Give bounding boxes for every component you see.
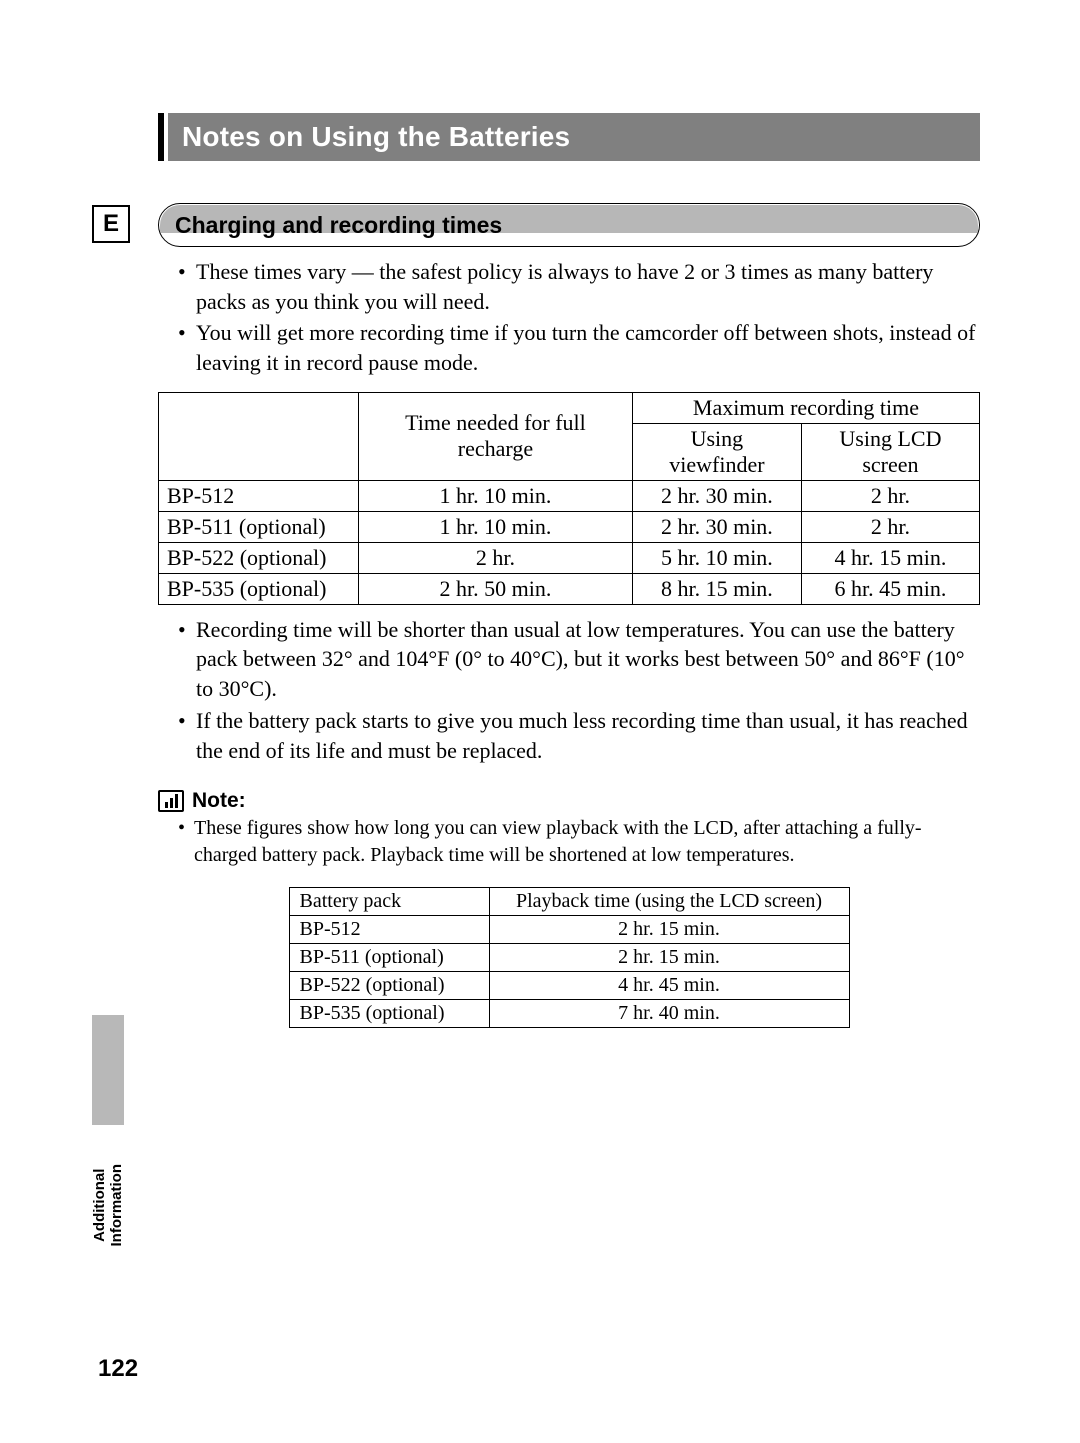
- section-heading-pill: Charging and recording times: [158, 203, 980, 247]
- cell-lcd: 6 hr. 45 min.: [801, 573, 979, 604]
- table-row: Battery pack Playback time (using the LC…: [289, 888, 849, 916]
- cell-recharge: 2 hr.: [359, 542, 633, 573]
- cell-model: BP-535 (optional): [159, 573, 359, 604]
- cell-model: BP-522 (optional): [159, 542, 359, 573]
- cell-time: 2 hr. 15 min.: [489, 944, 849, 972]
- table-header-viewfinder: Using viewfinder: [632, 423, 801, 480]
- section-side-label: AdditionalInformation: [91, 1164, 126, 1247]
- cell-model: BP-511 (optional): [159, 511, 359, 542]
- section-side-label-wrap: AdditionalInformation: [92, 1135, 124, 1275]
- section-side-tab: [92, 1015, 124, 1125]
- cell-model: BP-522 (optional): [289, 972, 489, 1000]
- cell-recharge: 2 hr. 50 min.: [359, 573, 633, 604]
- note-heading: Note:: [158, 789, 980, 813]
- cell-time: 2 hr. 15 min.: [489, 916, 849, 944]
- title-lead-stripe: [158, 113, 164, 161]
- table-header-playback: Playback time (using the LCD screen): [489, 888, 849, 916]
- cell-model: BP-512: [289, 916, 489, 944]
- page-number: 122: [98, 1355, 138, 1383]
- table-row: BP-512 2 hr. 15 min.: [289, 916, 849, 944]
- table-row: BP-522 (optional) 4 hr. 45 min.: [289, 972, 849, 1000]
- post-table-bullets: Recording time will be shorter than usua…: [158, 615, 980, 765]
- cell-viewfinder: 8 hr. 15 min.: [632, 573, 801, 604]
- table-row: BP-512 1 hr. 10 min. 2 hr. 30 min. 2 hr.: [159, 480, 980, 511]
- table-row: BP-522 (optional) 2 hr. 5 hr. 10 min. 4 …: [159, 542, 980, 573]
- table-row: BP-535 (optional) 7 hr. 40 min.: [289, 1000, 849, 1028]
- content-column: Charging and recording times These times…: [158, 203, 980, 1028]
- table-header-recharge: Time needed for full recharge: [359, 392, 633, 480]
- page-title: Notes on Using the Batteries: [168, 113, 980, 161]
- table-header-blank: [159, 423, 359, 480]
- table-row: BP-535 (optional) 2 hr. 50 min. 8 hr. 15…: [159, 573, 980, 604]
- cell-viewfinder: 2 hr. 30 min.: [632, 511, 801, 542]
- table-row: BP-511 (optional) 2 hr. 15 min.: [289, 944, 849, 972]
- cell-recharge: 1 hr. 10 min.: [359, 511, 633, 542]
- cell-model: BP-512: [159, 480, 359, 511]
- cell-viewfinder: 5 hr. 10 min.: [632, 542, 801, 573]
- table-header-lcd: Using LCD screen: [801, 423, 979, 480]
- table-header-maxrec: Maximum recording time: [632, 392, 979, 423]
- page-title-bar: Notes on Using the Batteries: [158, 113, 980, 161]
- bullet-item: If the battery pack starts to give you m…: [178, 706, 980, 765]
- note-icon: [158, 790, 184, 812]
- manual-page: Notes on Using the Batteries E Charging …: [0, 0, 1080, 1443]
- note-label: Note:: [192, 789, 246, 813]
- cell-lcd: 2 hr.: [801, 480, 979, 511]
- intro-bullets: These times vary — the safest policy is …: [158, 257, 980, 378]
- cell-viewfinder: 2 hr. 30 min.: [632, 480, 801, 511]
- cell-model: BP-535 (optional): [289, 1000, 489, 1028]
- table-header-blank: [159, 392, 359, 423]
- cell-time: 7 hr. 40 min.: [489, 1000, 849, 1028]
- playback-table-wrap: Battery pack Playback time (using the LC…: [158, 887, 980, 1028]
- bullet-item: You will get more recording time if you …: [178, 318, 980, 377]
- bullet-item: Recording time will be shorter than usua…: [178, 615, 980, 704]
- note-bullets: These figures show how long you can view…: [158, 815, 980, 869]
- cell-time: 4 hr. 45 min.: [489, 972, 849, 1000]
- table-row: BP-511 (optional) 1 hr. 10 min. 2 hr. 30…: [159, 511, 980, 542]
- playback-time-table: Battery pack Playback time (using the LC…: [289, 887, 850, 1028]
- cell-lcd: 2 hr.: [801, 511, 979, 542]
- bullet-item: These times vary — the safest policy is …: [178, 257, 980, 316]
- section-heading: Charging and recording times: [175, 212, 502, 239]
- language-tab: E: [92, 205, 130, 243]
- table-header-pack: Battery pack: [289, 888, 489, 916]
- recording-time-table: Time needed for full recharge Maximum re…: [158, 392, 980, 605]
- bullet-item: These figures show how long you can view…: [178, 815, 980, 869]
- cell-lcd: 4 hr. 15 min.: [801, 542, 979, 573]
- cell-recharge: 1 hr. 10 min.: [359, 480, 633, 511]
- table-row: Time needed for full recharge Maximum re…: [159, 392, 980, 423]
- cell-model: BP-511 (optional): [289, 944, 489, 972]
